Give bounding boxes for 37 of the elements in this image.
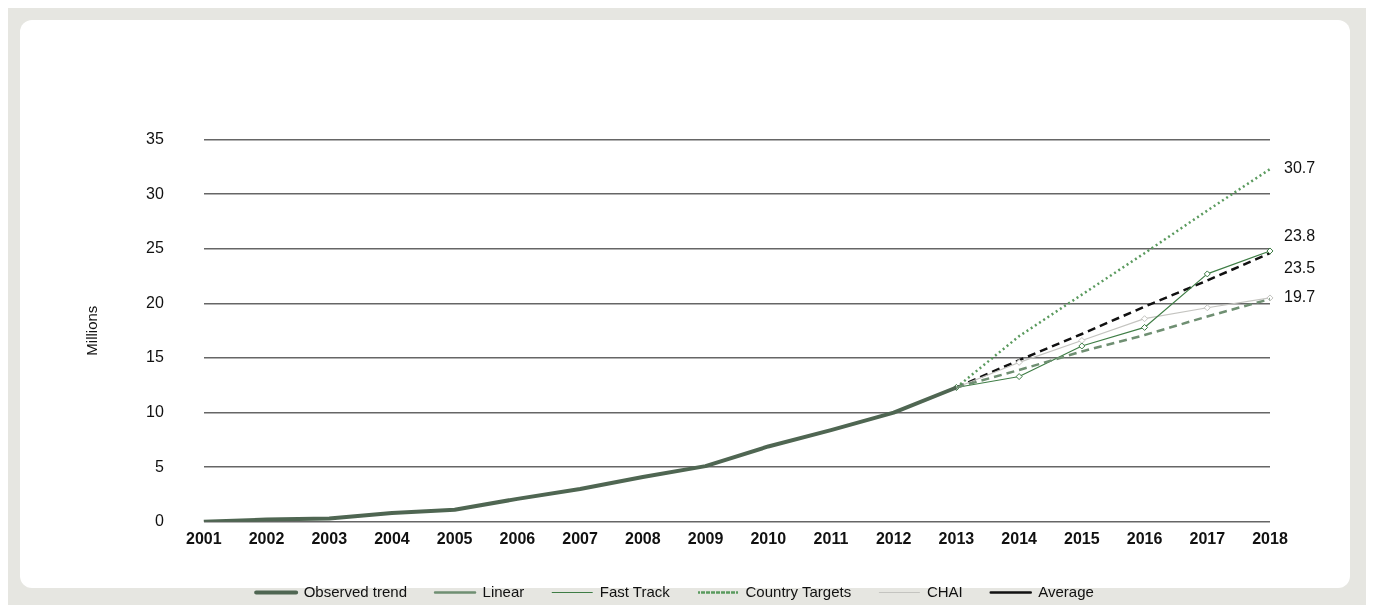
legend-label: Observed trend	[303, 582, 408, 600]
y-tick-label: 25	[146, 239, 164, 257]
annotation: 23.5	[1284, 259, 1316, 277]
x-tick-label: 2016	[1126, 529, 1163, 547]
x-tick-label: 2013	[938, 529, 975, 547]
y-axis-title: Millions	[83, 305, 101, 356]
y-tick-label: 0	[154, 512, 164, 530]
y-tick-label: 35	[146, 130, 164, 148]
x-tick-label: 2017	[1189, 529, 1226, 547]
legend-label: CHAI	[926, 582, 963, 600]
x-tick-label: 2009	[687, 529, 724, 547]
legend-label: Average	[1038, 582, 1094, 600]
annotation: 23.8	[1284, 227, 1316, 245]
y-tick-label: 20	[146, 293, 164, 311]
x-tick-label: 2018	[1252, 529, 1288, 547]
y-tick-label: 10	[146, 403, 164, 421]
x-tick-label: 2003	[311, 529, 348, 547]
legend-label: Linear	[482, 582, 525, 600]
x-tick-label: 2012	[875, 529, 912, 547]
annotation: 30.7	[1284, 159, 1316, 177]
x-tick-label: 2008	[625, 529, 661, 547]
x-tick-label: 2002	[248, 529, 285, 547]
x-tick-label: 2010	[750, 529, 787, 547]
x-tick-label: 2015	[1064, 529, 1100, 547]
x-tick-label: 2011	[813, 529, 849, 547]
legend-label: Fast Track	[599, 582, 671, 600]
annotation: 19.7	[1284, 288, 1316, 306]
legend-label: Country Targets	[745, 582, 852, 600]
x-tick-label: 2004	[374, 529, 410, 547]
y-tick-label: 15	[146, 348, 164, 366]
x-tick-label: 2001	[186, 529, 222, 547]
y-tick-label: 5	[154, 457, 164, 475]
x-tick-label: 2007	[562, 529, 598, 547]
y-tick-label: 30	[146, 184, 164, 202]
x-tick-label: 2006	[499, 529, 536, 547]
x-tick-label: 2014	[1001, 529, 1038, 547]
x-tick-label: 2005	[436, 529, 473, 547]
